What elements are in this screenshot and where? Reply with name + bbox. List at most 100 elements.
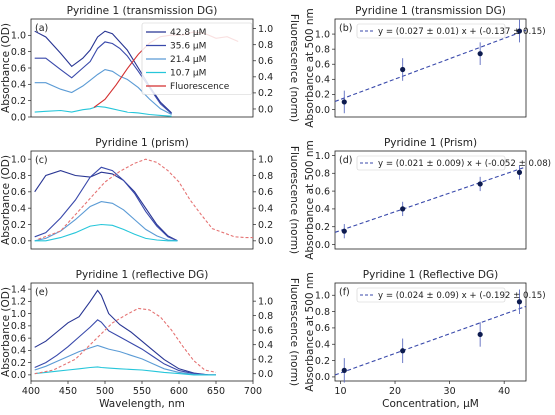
y-tick-label: 0.6 [11,333,26,344]
y-tick-label: 0.6 [11,187,26,198]
plot-frame [30,150,254,250]
y-right-tick-label: 0.4 [258,203,273,214]
fit-line [335,305,526,376]
y-tick-label: 0.4 [11,80,26,91]
y-tick-label: 0.2 [11,358,26,369]
plot-frame [334,150,527,250]
data-point [516,169,523,175]
x-axis-label: Concentration, μM [382,398,479,410]
y-right-tick-label: 0.6 [258,56,273,67]
plot-frame [334,282,527,382]
data-point [400,348,406,354]
series-line-10-7-m [34,223,178,242]
legend-entry: 42.8 μM [170,28,206,38]
y-right-tick-label: 0.6 [258,187,273,198]
y-tick-label: 0.4 [315,75,330,86]
x-tick-label: 650 [207,386,225,397]
data-point [516,299,523,305]
y-tick-label: 1.0 [315,29,330,40]
series-line-42-8-m [34,170,178,242]
y-tick-label: 1.0 [315,151,330,162]
y-axis-label: Absorbance (OD) [0,23,12,113]
y-right-tick-label: 0.0 [258,369,273,380]
x-axis-label: Wavelength, nm [99,398,185,410]
data-point [477,51,483,57]
x-tick-label: 30 [444,386,456,397]
y-right-tick-label: 0.4 [258,72,273,83]
y-right-tick-label: 0.6 [258,325,273,336]
series-line-21-4-m [34,69,172,115]
y-tick-label: 0.6 [11,63,26,74]
y-tick-label: 0.4 [11,346,26,357]
y-tick-label: 0.8 [11,171,26,182]
fit-equation: y = (0.021 ± 0.009) x + (-0.052 ± 0.08) [378,159,551,169]
data-point [477,181,483,187]
y-axis-label: Absorbance (OD) [0,287,12,377]
x-tick-label: 550 [133,386,151,397]
y-tick-label: 0.2 [11,96,26,107]
chart-title: Pyridine 1 (transmission DG) [67,5,218,17]
x-tick-label: 700 [244,386,262,397]
y-tick-label: 0.6 [315,186,330,197]
y-tick-label: 1.0 [11,309,26,320]
x-tick-label: 20 [389,386,401,397]
y-tick-label: 0.0 [11,112,26,123]
x-tick-label: 450 [59,386,77,397]
y-tick-label: 0.8 [315,169,330,180]
y-tick-label: 0.0 [315,372,330,383]
y-tick-label: 0.8 [11,321,26,332]
y-tick-label: 0.0 [315,105,330,116]
series-line-fluorescence [34,307,217,375]
y-right-axis-label: Fluorescence (norm) [288,278,300,386]
series-line-10-7-m [34,105,172,117]
series-line-42-8-m [34,289,216,376]
fit-legend-box [356,287,506,303]
data-point [400,66,406,73]
series-line-21-4-m [34,201,178,242]
x-tick-label: 10 [334,386,346,397]
chart-title: Pyridine 1 (Reflective DG) [363,269,498,281]
y-right-tick-label: 0.4 [258,340,273,351]
legend-box [141,22,253,95]
y-tick-label: 0.2 [315,356,330,367]
y-right-tick-label: 1.0 [258,296,273,307]
y-tick-label: 1.0 [11,154,26,165]
y-right-tick-label: 0.0 [258,236,273,247]
y-right-tick-label: 1.0 [258,154,273,165]
panel-label: (b) [339,23,352,34]
fit-legend-box [356,23,506,39]
y-right-tick-label: 0.8 [258,40,273,51]
data-point [341,367,347,373]
y-tick-label: 0.2 [315,90,330,101]
x-tick-label: 400 [22,386,40,397]
y-right-tick-label: 0.8 [258,171,273,182]
y-right-tick-label: 0.0 [258,104,273,115]
y-right-axis-label: Fluorescence (norm) [288,146,300,254]
y-tick-label: 0.4 [315,340,330,351]
fit-line [335,29,526,102]
x-tick-label: 40 [498,386,510,397]
y-axis-label: Absorbance at 500 nm [304,8,316,128]
series-line-fluorescence [38,158,253,240]
panel-label: (f) [339,287,350,298]
series-line-21-4-m [34,344,216,376]
data-point [341,228,347,234]
y-tick-label: 0.4 [11,203,26,214]
y-tick-label: 0.4 [315,204,330,215]
y-tick-label: 0.0 [11,370,26,381]
y-axis-label: Absorbance (OD) [0,155,12,245]
y-right-tick-label: 0.2 [258,355,273,366]
panel-label: (a) [35,23,48,34]
y-tick-label: 0.8 [11,47,26,58]
y-tick-label: 1.4 [11,284,26,295]
series-line-10-7-m [34,366,216,376]
fit-line [335,166,526,233]
panel-label: (e) [35,287,48,298]
y-tick-label: 0.8 [315,44,330,55]
y-right-axis-label: Fluorescence (norm) [288,14,300,122]
fit-equation: y = (0.024 ± 0.09) x + (-0.192 ± 0.15) [378,291,546,301]
legend-entry: 21.4 μM [170,55,206,65]
y-tick-label: 1.0 [11,31,26,42]
data-point [341,99,347,105]
y-right-tick-label: 0.8 [258,311,273,322]
